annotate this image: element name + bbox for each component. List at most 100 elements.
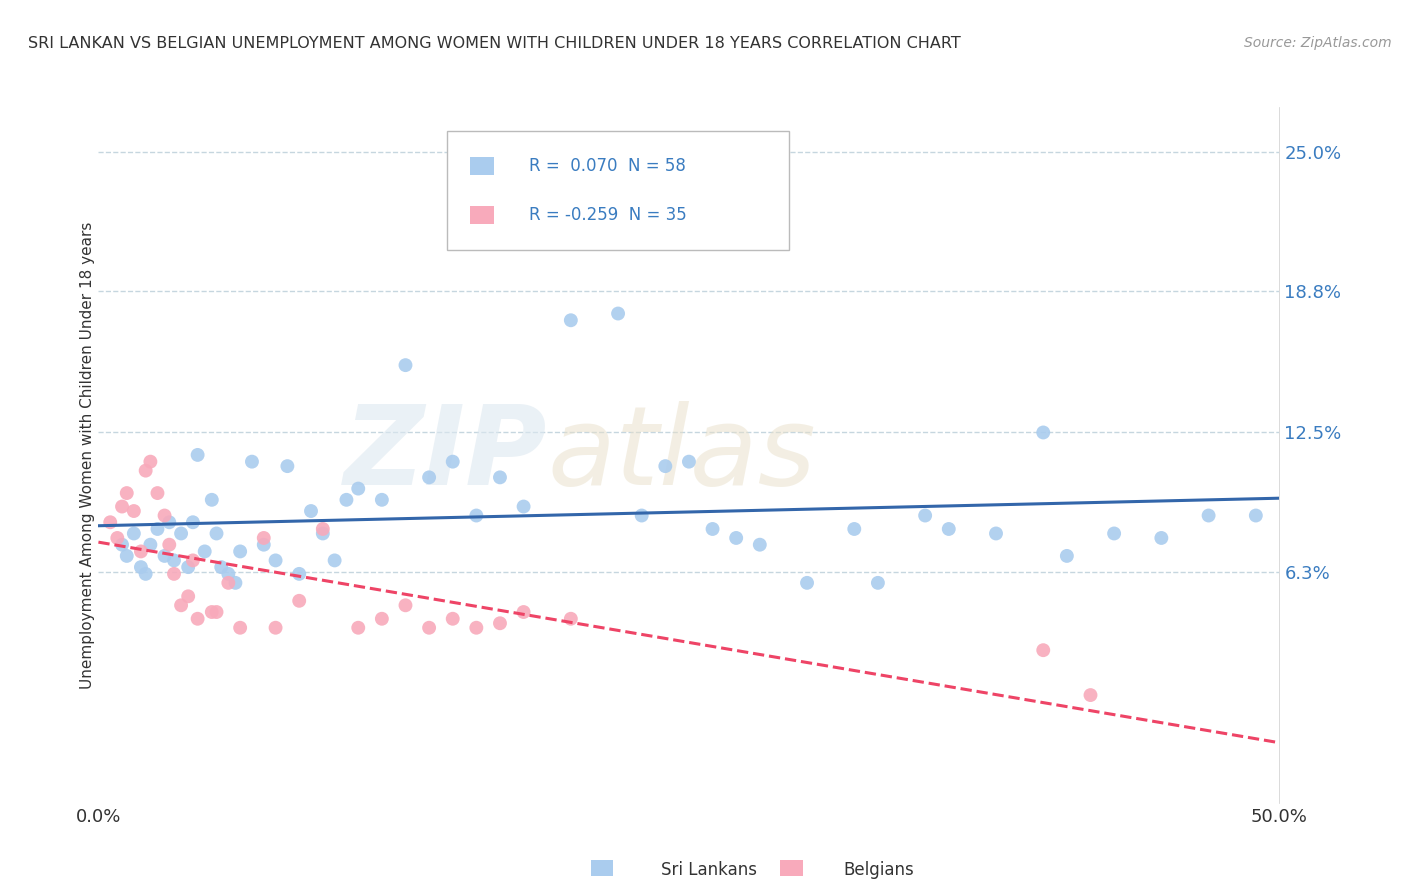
Point xyxy=(441,612,464,626)
Point xyxy=(560,313,582,327)
Point xyxy=(347,482,370,496)
Point xyxy=(1080,688,1102,702)
Point xyxy=(288,566,311,581)
Point xyxy=(253,538,276,552)
Point xyxy=(139,538,162,552)
Point xyxy=(163,566,186,581)
Point xyxy=(844,522,866,536)
Point xyxy=(153,549,176,563)
Point xyxy=(312,522,335,536)
Point xyxy=(177,590,200,604)
Point xyxy=(607,306,630,320)
Point xyxy=(1032,425,1054,440)
Point xyxy=(984,526,1007,541)
Point xyxy=(394,358,416,372)
Point xyxy=(187,448,209,462)
Point xyxy=(157,515,180,529)
Point xyxy=(725,531,748,545)
Point xyxy=(209,560,232,574)
Point xyxy=(288,594,311,608)
Text: ZIP: ZIP xyxy=(343,401,547,508)
Point xyxy=(335,492,357,507)
Point xyxy=(371,492,394,507)
Point xyxy=(217,566,239,581)
Point xyxy=(702,522,724,536)
Point xyxy=(201,492,224,507)
Point xyxy=(163,553,186,567)
Point xyxy=(489,470,512,484)
Text: R =  0.070  N = 58: R = 0.070 N = 58 xyxy=(530,157,686,175)
Point xyxy=(122,526,145,541)
Point xyxy=(205,605,228,619)
Point xyxy=(276,459,298,474)
Point xyxy=(418,470,440,484)
Point xyxy=(323,553,346,567)
Point xyxy=(654,459,676,474)
Text: SRI LANKAN VS BELGIAN UNEMPLOYMENT AMONG WOMEN WITH CHILDREN UNDER 18 YEARS CORR: SRI LANKAN VS BELGIAN UNEMPLOYMENT AMONG… xyxy=(28,36,960,51)
Point xyxy=(129,544,152,558)
Point xyxy=(194,544,217,558)
Point xyxy=(170,526,193,541)
Point xyxy=(748,538,770,552)
Point xyxy=(560,612,582,626)
Bar xyxy=(471,157,494,175)
Text: Sri Lankans: Sri Lankans xyxy=(661,861,756,879)
Point xyxy=(177,560,200,574)
Point xyxy=(1056,549,1078,563)
Point xyxy=(146,486,169,500)
Text: atlas: atlas xyxy=(547,401,815,508)
Point xyxy=(866,575,889,590)
Text: Source: ZipAtlas.com: Source: ZipAtlas.com xyxy=(1244,36,1392,50)
Point xyxy=(105,531,128,545)
Point xyxy=(253,531,276,545)
Point xyxy=(312,526,335,541)
FancyBboxPatch shape xyxy=(447,131,789,250)
Point xyxy=(135,566,157,581)
Point xyxy=(201,605,224,619)
Point xyxy=(678,455,700,469)
Point xyxy=(299,504,322,518)
Point xyxy=(129,560,152,574)
Point xyxy=(796,575,818,590)
Point xyxy=(115,486,138,500)
Point xyxy=(98,515,121,529)
Point xyxy=(1198,508,1220,523)
Point xyxy=(217,575,239,590)
Point xyxy=(465,508,488,523)
Point xyxy=(187,612,209,626)
Point xyxy=(240,455,263,469)
Point xyxy=(170,599,193,613)
Point xyxy=(441,455,464,469)
Point xyxy=(630,508,652,523)
Point xyxy=(418,621,440,635)
Point xyxy=(914,508,936,523)
Point xyxy=(229,544,252,558)
Point xyxy=(146,522,169,536)
Point xyxy=(139,455,162,469)
Point xyxy=(157,538,180,552)
Point xyxy=(181,553,204,567)
Point xyxy=(465,621,488,635)
Point xyxy=(135,464,157,478)
Point xyxy=(153,508,176,523)
Point xyxy=(115,549,138,563)
Point xyxy=(512,500,534,514)
Point xyxy=(1150,531,1173,545)
Point xyxy=(938,522,960,536)
Bar xyxy=(471,206,494,224)
Point xyxy=(394,599,416,613)
Point xyxy=(371,612,394,626)
Point xyxy=(347,621,370,635)
Point xyxy=(264,621,287,635)
Point xyxy=(111,538,134,552)
Text: Belgians: Belgians xyxy=(844,861,914,879)
Point xyxy=(1244,508,1267,523)
Point xyxy=(229,621,252,635)
Point xyxy=(512,605,534,619)
Text: R = -0.259  N = 35: R = -0.259 N = 35 xyxy=(530,206,688,224)
Point xyxy=(264,553,287,567)
Point xyxy=(1102,526,1125,541)
Y-axis label: Unemployment Among Women with Children Under 18 years: Unemployment Among Women with Children U… xyxy=(80,221,94,689)
Point xyxy=(122,504,145,518)
Point xyxy=(181,515,204,529)
